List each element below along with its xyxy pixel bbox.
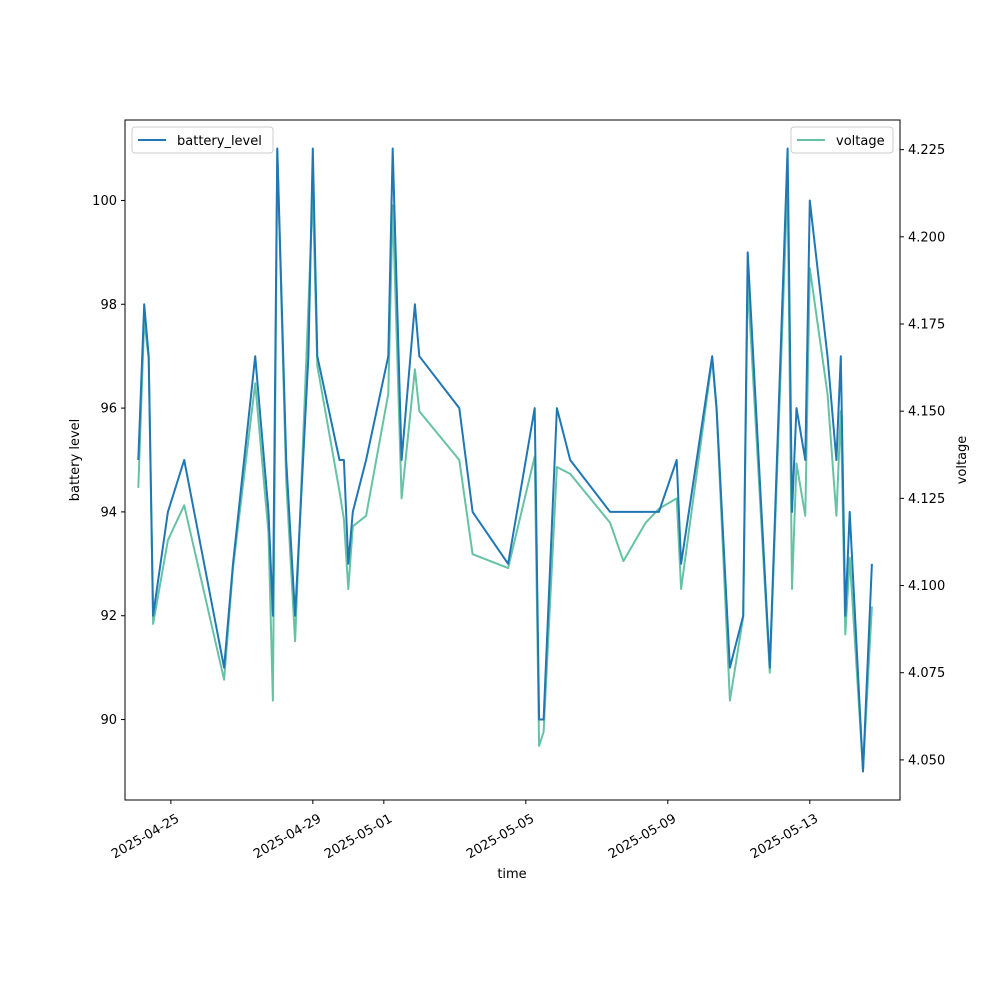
right-y-tick-label: 4.100 — [908, 579, 945, 594]
series-line-battery-level — [137, 147, 873, 773]
left-y-tick-label: 90 — [100, 713, 117, 728]
plot-frame — [124, 119, 901, 801]
right-y-tick-label: 4.150 — [908, 405, 945, 420]
left-y-axis: 90 92 94 96 98 100 — [92, 194, 125, 728]
right-y-axis: 4.050 4.075 4.100 4.125 4.150 4.175 4.200 4.225 — [900, 143, 945, 768]
left-y-tick-label: 92 — [100, 609, 117, 624]
right-y-tick-label: 4.225 — [908, 143, 945, 158]
right-y-tick-label: 4.075 — [908, 666, 945, 681]
left-y-tick-label: 98 — [100, 298, 117, 313]
right-y-tick-label: 4.050 — [908, 753, 945, 768]
series-line-voltage — [137, 148, 873, 772]
left-y-tick-label: 100 — [92, 194, 117, 209]
right-y-tick-label: 4.200 — [908, 230, 945, 245]
right-y-tick-label: 4.175 — [908, 318, 945, 333]
left-y-tick-label: 94 — [100, 505, 117, 520]
legend-frame — [131, 126, 274, 154]
legend-battery-level: battery_level — [131, 126, 274, 154]
legend-label-voltage: voltage — [836, 134, 885, 149]
right-y-tick-label: 4.125 — [908, 492, 945, 507]
x-axis-label: time — [497, 867, 526, 882]
legend-label-battery-level: battery_level — [177, 134, 262, 149]
series-layer — [137, 147, 873, 773]
right-y-axis-label: voltage — [955, 436, 970, 485]
legend-voltage: voltage — [790, 126, 894, 154]
left-y-axis-label: battery level — [68, 419, 83, 502]
left-y-tick-label: 96 — [100, 402, 117, 417]
legend-frame — [790, 126, 894, 154]
